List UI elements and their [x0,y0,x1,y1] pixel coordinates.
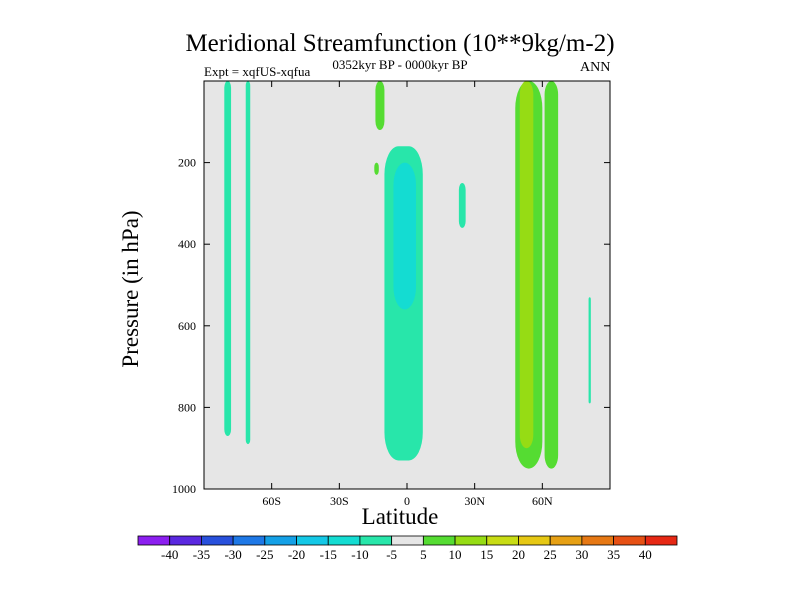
colorbar-swatch [549,535,583,546]
colorbar-swatch [201,535,234,546]
colorbar-label: -10 [351,547,368,562]
colorbar-label: -40 [161,547,178,562]
period-label: 0352kyr BP - 0000kyr BP [332,57,468,72]
y-tick-label: 200 [178,156,196,170]
colorbar-label: 30 [575,547,588,562]
x-tick-label: 30S [330,494,349,508]
colorbar: -40 -35 -30 -25 -20 -15 -10 -5 5 10 15 20 25 30 35 40 [137,535,678,562]
colorbar-label: 5 [420,547,427,562]
x-tick-label: 30N [464,494,485,508]
colorbar-label: 40 [639,547,652,562]
colorbar-swatch [454,535,488,546]
chart-title: Meridional Streamfunction (10**9kg/m-2) [185,30,615,57]
colorbar-swatch [581,535,614,546]
colorbar-swatch [391,535,424,546]
colorbar-label: 35 [607,547,620,562]
colorbar-swatch [613,535,646,546]
cell-15s-positive [375,81,385,130]
colorbar-label: -15 [320,547,337,562]
cell-85n-negative [588,297,591,404]
axis-ticks: 60S 30S 0 30N 60N 200 400 600 800 1000 [172,81,610,508]
colorbar-label: -35 [193,547,210,562]
x-tick-label: 60N [532,494,553,508]
colorbar-label: 25 [544,547,557,562]
contour-regions [224,81,591,469]
x-tick-label: 0 [404,494,410,508]
colorbar-swatch [137,535,171,546]
cell-65n-positive [544,81,559,469]
colorbar-label: 20 [512,547,525,562]
colorbar-swatch [264,535,297,546]
colorbar-label: 10 [449,547,462,562]
colorbar-label: -5 [386,547,397,562]
cell-80s-negative [224,81,232,436]
cell-equator-core [393,162,417,310]
cell-70s-negative [245,81,251,445]
colorbar-swatch [327,535,361,546]
cell-25n-negative [458,183,466,228]
colorbar-swatch [232,535,266,546]
colorbar-swatch [359,535,393,546]
colorbar-label: -20 [288,547,305,562]
season-label: ANN [580,60,611,75]
x-tick-label: 60S [262,494,281,508]
colorbar-swatch [296,535,329,546]
colorbar-swatch [169,535,202,546]
colorbar-swatch [422,535,456,546]
cell-50n-core [519,81,534,449]
y-tick-label: 800 [178,400,196,414]
colorbar-label: -30 [224,547,241,562]
y-tick-label: 600 [178,319,196,333]
x-axis-label: Latitude [361,504,439,529]
experiment-label: Expt = xqfUS-xqfua [204,64,311,79]
colorbar-label: -25 [256,547,273,562]
y-tick-label: 1000 [172,482,196,496]
colorbar-swatch [486,535,519,546]
y-tick-label: 400 [178,237,196,251]
cell-15s-positive-small [374,162,379,175]
colorbar-swatch [518,535,551,546]
colorbar-label: 15 [480,547,493,562]
colorbar-swatch [644,535,678,546]
